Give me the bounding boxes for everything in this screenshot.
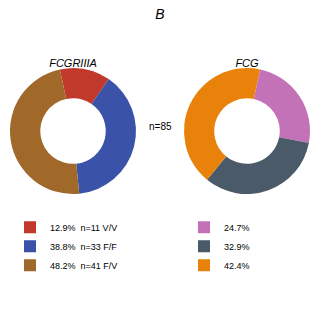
svg-text:48.2% n=41 F/V: 48.2% n=41 F/V <box>50 261 117 271</box>
svg-text:24.7%: 24.7% <box>224 223 250 233</box>
svg-text:FCGRIIIA: FCGRIIIA <box>49 57 97 69</box>
svg-text:32.9%: 32.9% <box>224 242 250 252</box>
svg-text:12.9% n=11 V/V: 12.9% n=11 V/V <box>50 223 117 233</box>
svg-text:42.4%: 42.4% <box>224 261 250 271</box>
svg-text:n=85: n=85 <box>149 121 172 132</box>
svg-text:38.8% n=33 F/F: 38.8% n=33 F/F <box>50 242 117 252</box>
svg-text:FCG: FCG <box>235 57 259 69</box>
svg-text:B: B <box>155 6 164 22</box>
